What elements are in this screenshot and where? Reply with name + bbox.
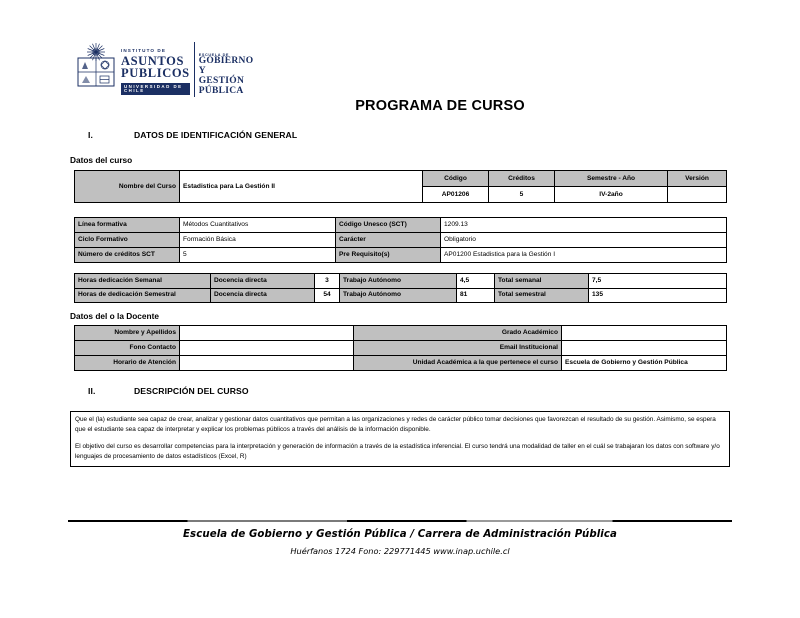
footer-contact-line: Huérfanos 1724 Fono: 229771445 www.inap.…	[290, 546, 510, 556]
table-row: AP01206 5 IV-2año	[75, 186, 727, 203]
course-description-box: Que el (la) estudiante sea capaz de crea…	[70, 411, 730, 467]
label-trabajo-autonomo-semestral: Trabajo Autónomo	[339, 287, 457, 303]
value-total-semestral: 135	[588, 287, 727, 303]
label-email-institucional: Email Institucional	[353, 340, 562, 356]
value-grado-academico[interactable]	[561, 325, 727, 341]
value-pre-requisitos: AP01200 Estadistica para la Gestión I	[440, 247, 727, 263]
header-creditos: Créditos	[488, 170, 555, 187]
footer-school-line: Escuela de Gobierno y Gestión Pública / …	[182, 529, 618, 540]
value-trabajo-autonomo-semanal: 4,5	[456, 273, 495, 289]
label-horario-atencion: Horario de Atención	[74, 355, 180, 371]
footer-divider	[68, 520, 732, 522]
logo-institute-line1: ASUNTOS	[121, 53, 185, 68]
course-name-value: Estadistica para La Gestión II	[179, 170, 423, 203]
table-row: Horas dedicación Semanal Docencia direct…	[74, 273, 727, 289]
value-horario-atencion[interactable]	[179, 355, 354, 371]
header-semestre-anio: Semestre - Año	[554, 170, 668, 187]
value-caracter: Obligatorio	[440, 232, 727, 248]
value-fono-contacto[interactable]	[179, 340, 354, 356]
value-codigo: AP01206	[422, 186, 489, 203]
label-fono-contacto: Fono Contacto	[74, 340, 180, 356]
label-unidad-academica: Unidad Académica a la que pertenece el c…	[353, 355, 562, 371]
teacher-data-table: Nombre y Apellidos Grado Académico Fono …	[74, 325, 727, 371]
course-name-label: Nombre del Curso	[74, 170, 180, 203]
value-docencia-directa-semanal: 3	[314, 273, 340, 289]
section-label-two: DESCRIPCIÓN DEL CURSO	[134, 386, 249, 396]
label-docencia-directa-semestral: Docencia directa	[210, 287, 315, 303]
course-identification-table: Nombre del Curso Estadistica para La Ges…	[74, 170, 727, 203]
value-linea-formativa: Métodos Cuantitativos	[179, 217, 336, 233]
label-horas-semanal: Horas dedicación Semanal	[74, 273, 211, 289]
label-total-semanal: Total semanal	[494, 273, 589, 289]
label-grado-academico: Grado Académico	[353, 325, 562, 341]
table-row: Horario de Atención Unidad Académica a l…	[74, 355, 727, 371]
value-total-semanal: 7,5	[588, 273, 727, 289]
section-number-two: II.	[88, 386, 96, 396]
label-docencia-directa-semanal: Docencia directa	[210, 273, 315, 289]
logo-wordmark-left: INSTITUTO DE ASUNTOS PUBLICOS UNIVERSIDA…	[121, 42, 190, 96]
label-linea-formativa: Línea formativa	[74, 217, 180, 233]
table-row: Número de créditos SCT 5 Pre Requisito(s…	[74, 247, 727, 263]
table-row: Línea formativa Métodos Cuantitativos Có…	[74, 217, 727, 233]
value-email-institucional[interactable]	[561, 340, 727, 356]
value-unidad-academica: Escuela de Gobierno y Gestión Pública	[561, 355, 727, 371]
label-ciclo-formativo: Ciclo Formativo	[74, 232, 180, 248]
value-docencia-directa-semestral: 54	[314, 287, 340, 303]
description-paragraph-1: Que el (la) estudiante sea capaz de crea…	[75, 416, 716, 433]
label-nombre-apellidos: Nombre y Apellidos	[74, 325, 180, 341]
value-numero-creditos-sct: 5	[179, 247, 336, 263]
value-version	[667, 186, 727, 203]
table-row: Nombre y Apellidos Grado Académico	[74, 325, 727, 341]
logo-institute-small: INSTITUTO DE	[121, 48, 167, 53]
table-row: Fono Contacto Email Institucional	[74, 340, 727, 356]
section-label-one: DATOS DE IDENTIFICACIÓN GENERAL	[134, 130, 298, 140]
label-pre-requisitos: Pre Requisito(s)	[335, 247, 441, 263]
institution-logo: INSTITUTO DE ASUNTOS PUBLICOS UNIVERSIDA…	[74, 42, 254, 97]
value-trabajo-autonomo-semestral: 81	[456, 287, 495, 303]
value-nombre-apellidos[interactable]	[179, 325, 354, 341]
logo-wordmark-right: ESCUELA DE GOBIERNO Y GESTIÓN PÚBLICA	[193, 42, 254, 97]
section-heading-identificacion: I. DATOS DE IDENTIFICACIÓN GENERAL	[88, 130, 297, 140]
table-row: Ciclo Formativo Formación Básica Carácte…	[74, 232, 727, 248]
subheading-datos-docente: Datos del o la Docente	[70, 311, 159, 321]
label-numero-creditos-sct: Número de créditos SCT	[74, 247, 180, 263]
value-creditos: 5	[488, 186, 555, 203]
logo-university-band: UNIVERSIDAD DE CHILE	[121, 83, 190, 95]
uchile-emblem-icon	[74, 42, 118, 88]
label-trabajo-autonomo-semanal: Trabajo Autónomo	[339, 273, 457, 289]
hours-dedication-table: Horas dedicación Semanal Docencia direct…	[74, 273, 727, 303]
logo-institute-line2: PUBLICOS	[121, 66, 190, 81]
label-total-semestral: Total semestral	[494, 287, 589, 303]
page-title: PROGRAMA DE CURSO	[355, 98, 525, 114]
value-codigo-unesco: 1209.13	[440, 217, 727, 233]
logo-faculty-small: ESCUELA DE	[198, 53, 230, 57]
subheading-datos-curso: Datos del curso	[70, 155, 133, 165]
logo-faculty-line2: GESTIÓN PÚBLICA	[198, 75, 245, 96]
label-caracter: Carácter	[335, 232, 441, 248]
header-version: Versión	[667, 170, 727, 187]
table-row: Horas de dedicación Semestral Docencia d…	[74, 287, 727, 303]
table-row: Nombre del Curso Estadistica para La Ges…	[74, 170, 727, 203]
header-codigo: Código	[422, 170, 489, 187]
value-ciclo-formativo: Formación Básica	[179, 232, 336, 248]
label-codigo-unesco: Código Unesco (SCT)	[335, 217, 441, 233]
description-paragraph-2: El objetivo del curso es desarrollar com…	[75, 442, 720, 460]
section-number-one: I.	[88, 130, 93, 140]
label-horas-semestral: Horas de dedicación Semestral	[74, 287, 211, 303]
value-semestre-anio: IV-2año	[554, 186, 668, 203]
section-heading-descripcion: II. DESCRIPCIÓN DEL CURSO	[88, 386, 249, 396]
logo-faculty-line1: GOBIERNO Y	[198, 56, 254, 76]
course-info-table: Línea formativa Métodos Cuantitativos Có…	[74, 217, 727, 263]
